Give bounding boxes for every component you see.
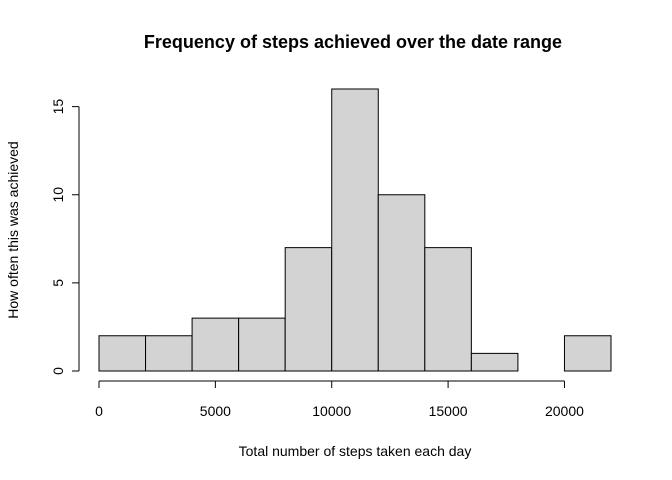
x-axis-label: Total number of steps taken each day bbox=[239, 443, 472, 459]
y-tick-label: 10 bbox=[50, 187, 66, 203]
x-tick-label: 0 bbox=[95, 403, 103, 419]
histogram-bar bbox=[470, 352, 519, 372]
x-tick-label: 15000 bbox=[429, 403, 468, 419]
y-axis: 0 5 10 15 bbox=[50, 99, 80, 375]
histogram-bar bbox=[145, 335, 193, 372]
histogram-bar bbox=[191, 317, 240, 372]
histogram-bar bbox=[284, 247, 333, 372]
chart-title: Frequency of steps achieved over the dat… bbox=[144, 32, 562, 52]
y-axis-label: How often this was achieved bbox=[5, 141, 21, 318]
bars-group bbox=[98, 88, 612, 372]
y-tick-label: 15 bbox=[50, 99, 66, 115]
y-tick-label: 0 bbox=[50, 367, 66, 375]
x-tick-label: 5000 bbox=[200, 403, 231, 419]
x-tick-label: 10000 bbox=[312, 403, 351, 419]
x-axis: 0 5000 10000 15000 20000 bbox=[95, 380, 584, 419]
histogram-bar bbox=[331, 88, 379, 372]
histogram-bar bbox=[424, 247, 472, 372]
y-tick-label: 5 bbox=[50, 279, 66, 287]
histogram-bar bbox=[238, 317, 286, 372]
histogram-bar bbox=[563, 335, 612, 372]
x-tick-label: 20000 bbox=[545, 403, 584, 419]
histogram-bar bbox=[377, 194, 426, 372]
histogram-bar bbox=[98, 335, 147, 372]
